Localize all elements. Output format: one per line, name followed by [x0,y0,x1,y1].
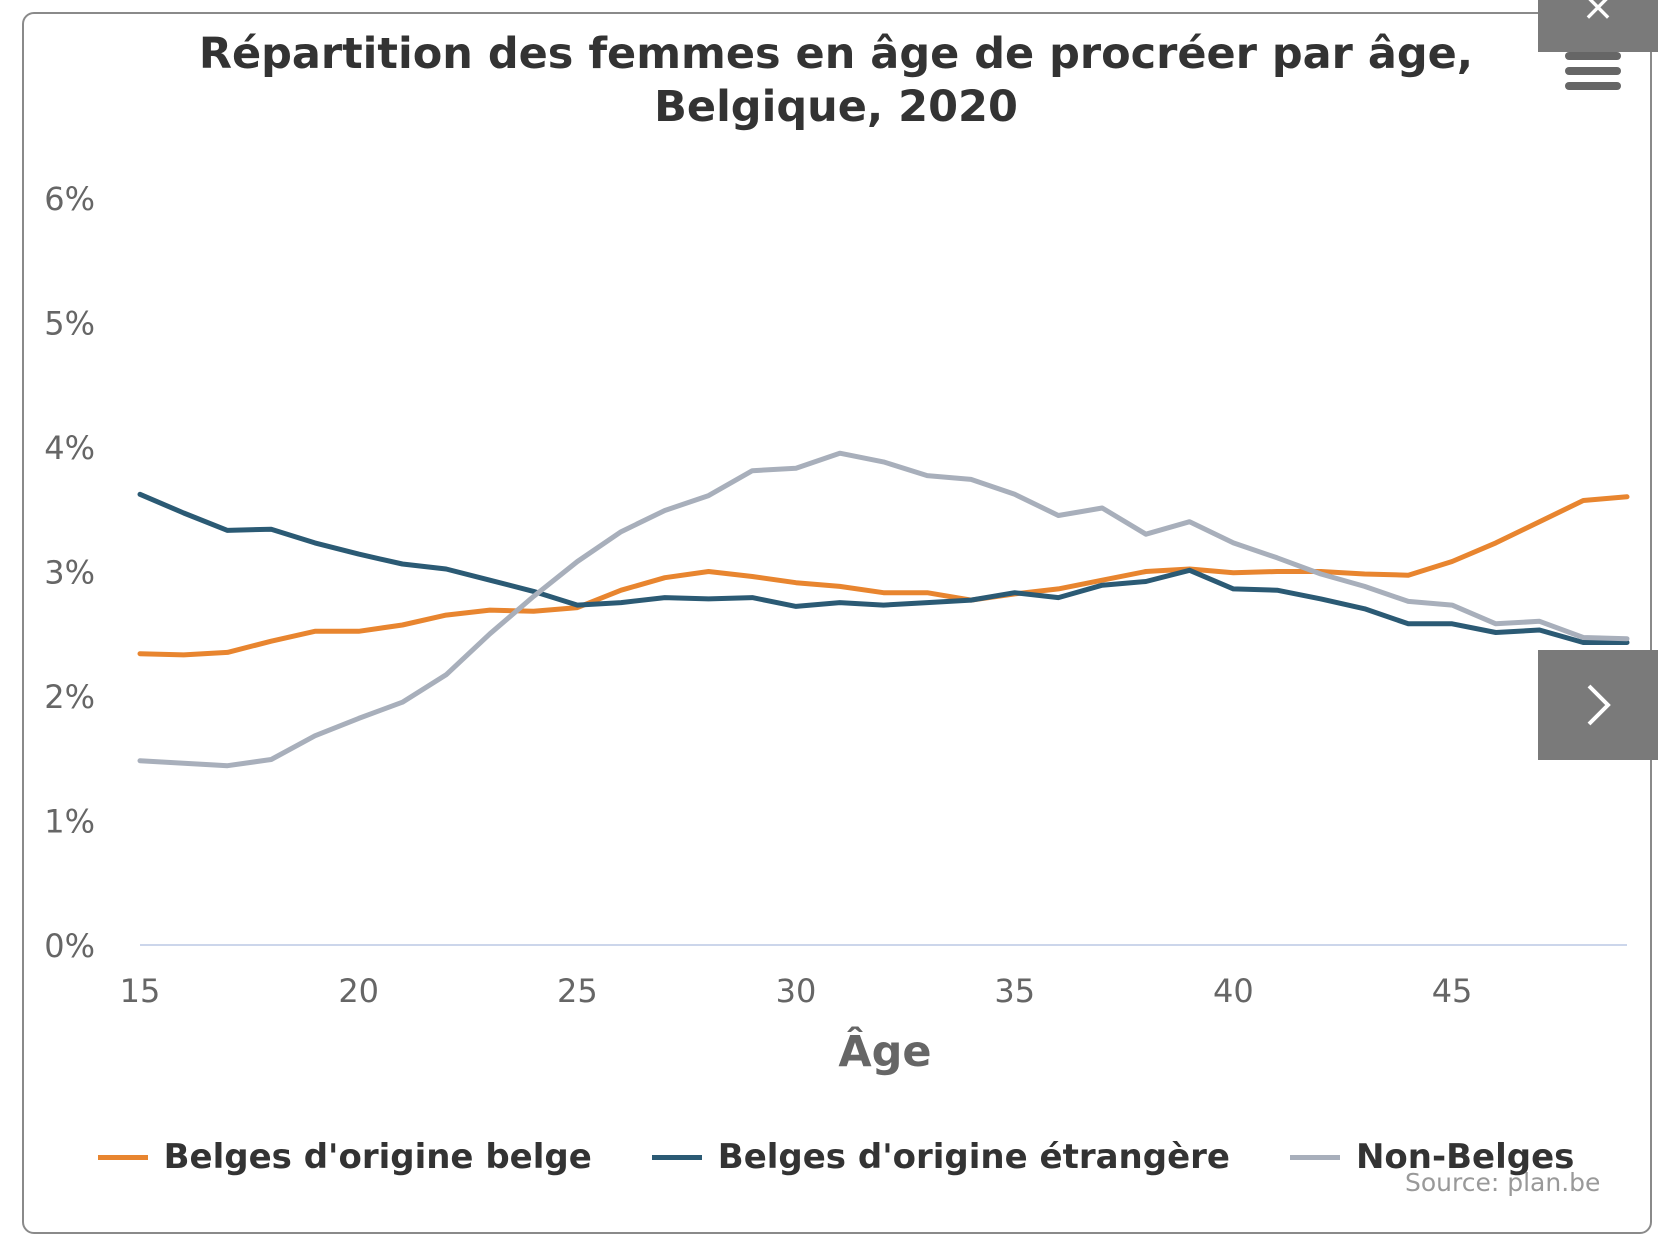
legend-label: Non-Belges [1355,1137,1575,1177]
legend-swatch [1289,1154,1340,1160]
y-tick-label: 0% [44,927,95,965]
legend-item-1[interactable]: Belges d'origine belge [97,1132,592,1182]
y-tick-label: 2% [44,678,95,716]
next-button[interactable] [1538,650,1658,760]
close-glyph: × [1581,0,1615,30]
hamburger-bar [1565,52,1621,60]
close-icon[interactable]: × [1538,0,1658,52]
chart-card [22,12,1652,1234]
series-layer [137,450,1630,769]
series-line-2[interactable] [137,491,1630,645]
hamburger-bar [1565,67,1621,75]
x-tick-label: 45 [1432,972,1473,1010]
legend: Belges d'origine belge Belges d'origine é… [0,1132,1672,1182]
y-tick-label: 1% [44,803,95,841]
x-tick-label: 25 [557,972,598,1010]
legend-swatch [651,1154,702,1160]
legend-item-2[interactable]: Belges d'origine étrangère [651,1132,1230,1182]
y-tick-label: 6% [44,180,95,218]
series-line-3[interactable] [137,450,1630,769]
series-line-1[interactable] [137,494,1630,658]
x-tick-label: 35 [994,972,1035,1010]
x-axis-label: Âge [838,1026,931,1077]
y-axis: 0% 1% 2% 3% 4% 5% 6% [44,180,95,965]
x-tick-label: 15 [120,972,161,1010]
legend-label: Belges d'origine belge [163,1137,592,1177]
chevron-right-icon [1587,684,1611,726]
chart-title-line1: Répartition des femmes en âge de procrée… [198,29,1474,79]
legend-swatch [97,1154,148,1160]
x-tick-label: 30 [776,972,817,1010]
chart-title: Répartition des femmes en âge de procrée… [0,28,1672,134]
x-axis: 15 20 25 30 35 40 45 [120,944,1627,1010]
legend-item-3[interactable]: Non-Belges [1289,1132,1575,1182]
y-tick-label: 5% [44,305,95,343]
x-tick-label: 20 [338,972,379,1010]
source-credit[interactable]: Source: plan.be [1405,1168,1601,1197]
y-tick-label: 4% [44,429,95,467]
y-tick-label: 3% [44,554,95,592]
legend-label: Belges d'origine étrangère [717,1137,1230,1177]
hamburger-bar [1565,82,1621,90]
chart-title-line2: Belgique, 2020 [654,82,1018,132]
hamburger-icon[interactable] [1565,52,1621,100]
x-tick-label: 40 [1213,972,1254,1010]
